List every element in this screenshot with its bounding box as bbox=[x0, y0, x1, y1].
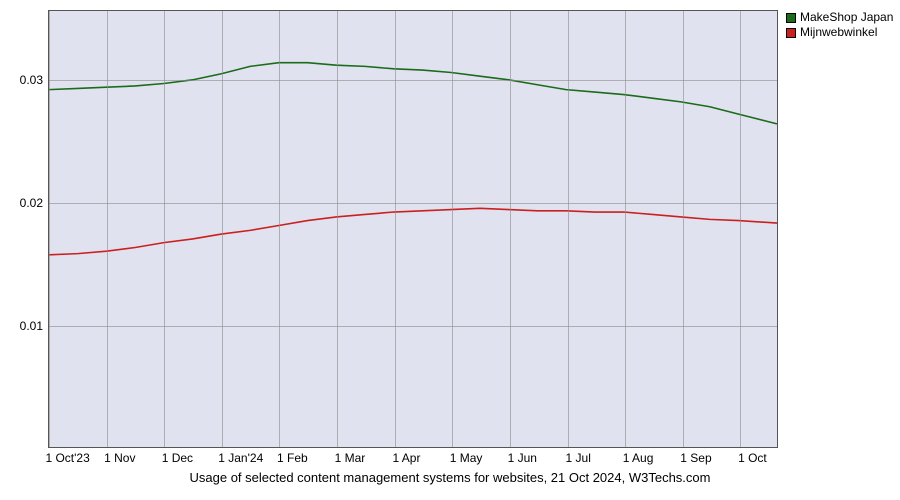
series-layer bbox=[49, 11, 777, 447]
xtick-label: 1 Apr bbox=[392, 447, 420, 465]
gridline-v bbox=[107, 11, 108, 447]
xtick-label: 1 Feb bbox=[277, 447, 308, 465]
gridline-v bbox=[740, 11, 741, 447]
legend-label: MakeShop Japan bbox=[800, 10, 893, 25]
xtick-label: 1 Aug bbox=[623, 447, 654, 465]
plot-area: 0.010.020.031 Oct'231 Nov1 Dec1 Jan'241 … bbox=[48, 10, 778, 448]
gridline-v bbox=[337, 11, 338, 447]
legend-item: Mijnwebwinkel bbox=[786, 25, 893, 40]
legend-swatch bbox=[786, 28, 796, 38]
gridline-h bbox=[49, 203, 777, 204]
gridline-v bbox=[395, 11, 396, 447]
gridline-h bbox=[49, 326, 777, 327]
gridline-v bbox=[625, 11, 626, 447]
chart-container: 0.01 0.02 0.03 1 Oct'23 1 Nov 1 Dec 1 Jan'24 1 … bbox=[0, 0, 900, 500]
xtick-label: 1 Jan'24 bbox=[218, 447, 263, 465]
gridline-v bbox=[49, 11, 50, 447]
legend-label: Mijnwebwinkel bbox=[800, 25, 877, 40]
gridline-v bbox=[164, 11, 165, 447]
gridline-v bbox=[279, 11, 280, 447]
xtick-label: 1 May bbox=[450, 447, 483, 465]
legend-swatch bbox=[786, 13, 796, 23]
series-line bbox=[49, 208, 777, 255]
gridline-v bbox=[222, 11, 223, 447]
caption: Usage of selected content management sys… bbox=[0, 470, 900, 485]
ytick-label: 0.02 bbox=[20, 196, 49, 210]
legend-item: MakeShop Japan bbox=[786, 10, 893, 25]
gridline-h bbox=[49, 80, 777, 81]
gridline-v bbox=[510, 11, 511, 447]
xtick-label: 1 Oct'23 bbox=[45, 447, 89, 465]
gridline-v bbox=[568, 11, 569, 447]
xtick-label: 1 Jun bbox=[508, 447, 537, 465]
ytick-label: 0.03 bbox=[20, 73, 49, 87]
xtick-label: 1 Oct bbox=[738, 447, 767, 465]
xtick-label: 1 Nov bbox=[104, 447, 135, 465]
xtick-label: 1 Jul bbox=[566, 447, 591, 465]
ytick-label: 0.01 bbox=[20, 319, 49, 333]
caption-text: Usage of selected content management sys… bbox=[190, 470, 711, 485]
xtick-label: 1 Mar bbox=[335, 447, 366, 465]
gridline-v bbox=[683, 11, 684, 447]
series-line bbox=[49, 63, 777, 124]
gridline-v bbox=[452, 11, 453, 447]
xtick-label: 1 Sep bbox=[680, 447, 711, 465]
legend: MakeShop JapanMijnwebwinkel bbox=[786, 10, 893, 40]
xtick-label: 1 Dec bbox=[162, 447, 193, 465]
